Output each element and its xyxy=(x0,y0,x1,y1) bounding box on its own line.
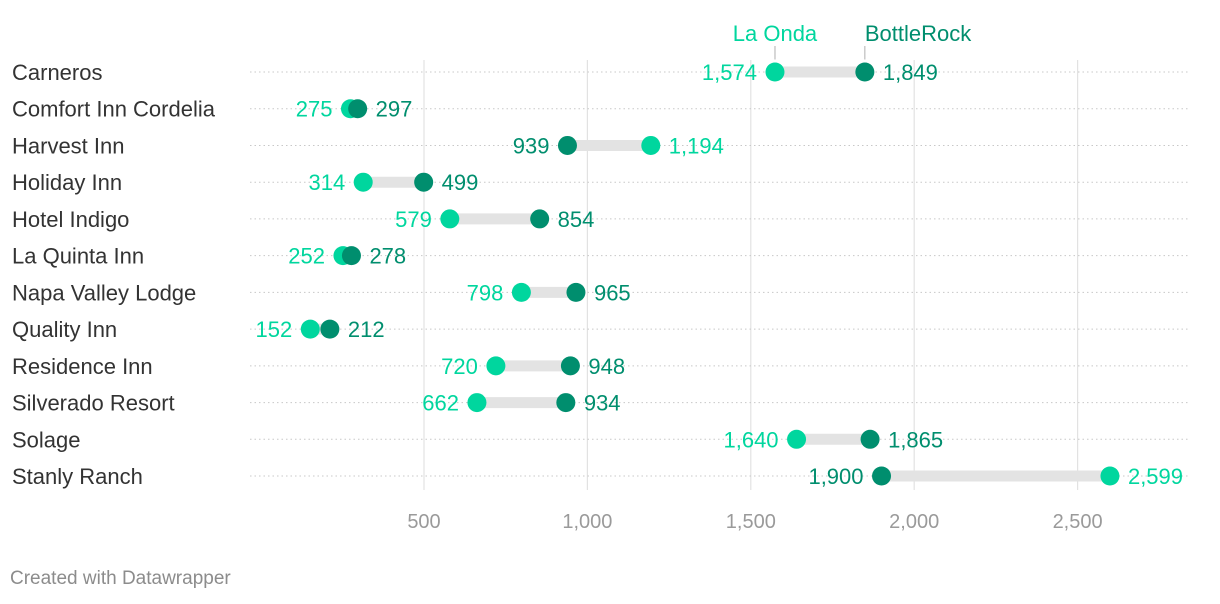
category-label: Harvest Inn xyxy=(12,133,125,158)
bottlerock-value-label: 1,900 xyxy=(808,464,863,489)
category-label: Napa Valley Lodge xyxy=(12,280,196,305)
la-onda-value-label: 662 xyxy=(422,391,459,416)
bottlerock-dot xyxy=(556,393,576,413)
la-onda-dot xyxy=(440,209,460,229)
category-label: Quality Inn xyxy=(12,317,117,342)
la-onda-value-label: 579 xyxy=(395,207,432,232)
category-label: Hotel Indigo xyxy=(12,207,129,232)
la-onda-dot xyxy=(300,319,320,339)
la-onda-dot xyxy=(641,135,661,155)
bottlerock-value-label: 854 xyxy=(558,207,595,232)
bottlerock-value-label: 297 xyxy=(376,97,413,122)
bottlerock-value-label: 948 xyxy=(588,354,625,379)
bottlerock-dot xyxy=(348,99,368,119)
bottlerock-dot xyxy=(530,209,550,229)
la-onda-value-label: 1,194 xyxy=(669,133,724,158)
category-label: Holiday Inn xyxy=(12,170,122,195)
bottlerock-legend-label: BottleRock xyxy=(865,21,972,46)
la-onda-value-label: 720 xyxy=(441,354,478,379)
x-tick-label: 1,500 xyxy=(726,511,776,533)
la-onda-value-label: 798 xyxy=(467,280,504,305)
bottlerock-value-label: 939 xyxy=(513,133,550,158)
la-onda-value-label: 1,640 xyxy=(723,427,778,452)
la-onda-dot xyxy=(787,429,807,449)
credit-text: Created with Datawrapper xyxy=(10,568,231,589)
category-label: Silverado Resort xyxy=(12,391,175,416)
x-tick-label: 500 xyxy=(407,511,440,533)
la-onda-dot xyxy=(353,172,373,192)
bottlerock-value-label: 1,865 xyxy=(888,427,943,452)
la-onda-dot xyxy=(486,356,506,376)
la-onda-dot xyxy=(1100,466,1120,486)
bottlerock-dot xyxy=(414,172,434,192)
x-tick-label: 2,500 xyxy=(1053,511,1103,533)
category-label: Carneros xyxy=(12,60,102,85)
la-onda-dot xyxy=(511,282,531,302)
bottlerock-value-label: 1,849 xyxy=(883,60,938,85)
bottlerock-dot xyxy=(860,429,880,449)
la-onda-value-label: 2,599 xyxy=(1128,464,1183,489)
la-onda-legend-label: La Onda xyxy=(733,21,818,46)
category-label: La Quinta Inn xyxy=(12,244,144,269)
la-onda-value-label: 275 xyxy=(296,97,333,122)
la-onda-value-label: 252 xyxy=(288,244,325,269)
bottlerock-value-label: 965 xyxy=(594,280,631,305)
category-label: Comfort Inn Cordelia xyxy=(12,97,216,122)
la-onda-value-label: 314 xyxy=(308,170,345,195)
bottlerock-dot xyxy=(320,319,340,339)
la-onda-value-label: 1,574 xyxy=(702,60,757,85)
bottlerock-dot xyxy=(557,135,577,155)
bottlerock-dot xyxy=(872,466,892,486)
bottlerock-value-label: 934 xyxy=(584,391,621,416)
x-tick-label: 2,000 xyxy=(889,511,939,533)
bottlerock-dot xyxy=(855,62,875,82)
la-onda-value-label: 152 xyxy=(256,317,293,342)
la-onda-dot xyxy=(467,393,487,413)
bottlerock-value-label: 212 xyxy=(348,317,385,342)
bottlerock-dot xyxy=(560,356,580,376)
x-tick-label: 1,000 xyxy=(562,511,612,533)
bottlerock-value-label: 278 xyxy=(369,244,406,269)
la-onda-dot xyxy=(765,62,785,82)
category-label: Solage xyxy=(12,427,81,452)
category-label: Residence Inn xyxy=(12,354,153,379)
category-label: Stanly Ranch xyxy=(12,464,143,489)
bottlerock-dot xyxy=(341,246,361,266)
bottlerock-value-label: 499 xyxy=(442,170,479,195)
bottlerock-dot xyxy=(566,282,586,302)
